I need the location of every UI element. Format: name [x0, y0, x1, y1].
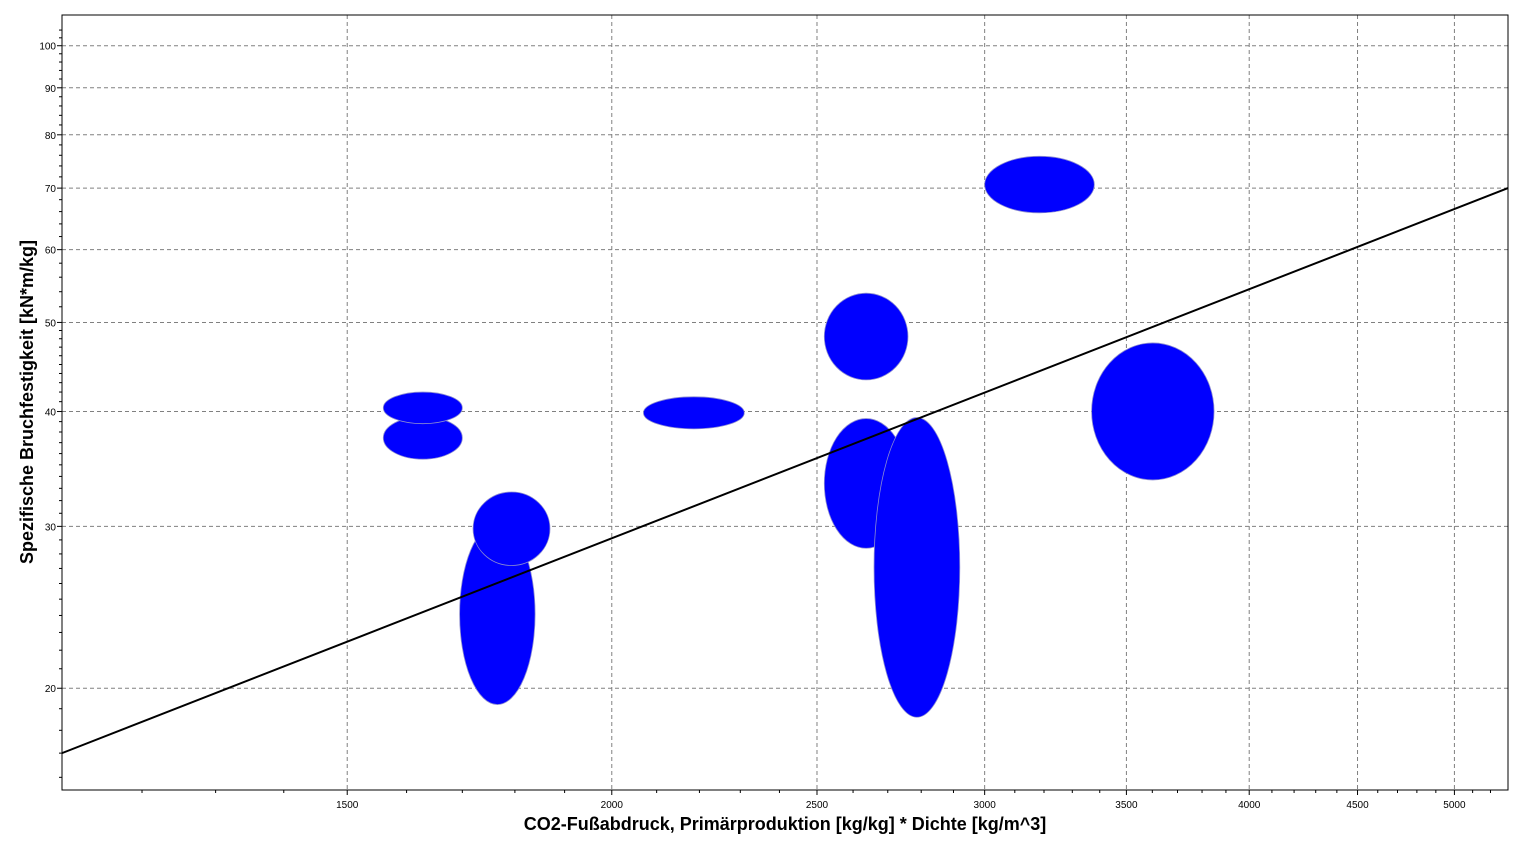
- x-tick-label: 5000: [1443, 800, 1466, 811]
- data-bubble: [643, 396, 745, 430]
- y-tick-label: 20: [45, 684, 57, 695]
- x-tick-label: 1500: [336, 800, 359, 811]
- data-bubble: [873, 417, 961, 718]
- x-tick-label: 4000: [1238, 800, 1261, 811]
- fit-line: [61, 187, 1509, 755]
- x-tick-label: 4500: [1346, 800, 1369, 811]
- y-tick-label: 100: [39, 42, 56, 53]
- y-tick-label: 50: [45, 318, 57, 329]
- y-axis-title: Spezifische Bruchfestigkeit [kN*m/kg]: [17, 240, 37, 564]
- grid: [62, 15, 1508, 790]
- x-tick-label: 2000: [601, 800, 624, 811]
- data-bubble: [984, 155, 1095, 214]
- y-tick-label: 90: [45, 84, 57, 95]
- x-axis-title: CO2-Fußabdruck, Primärproduktion [kg/kg]…: [524, 814, 1047, 834]
- y-tick-label: 80: [45, 131, 57, 142]
- y-tick-label: 40: [45, 408, 57, 419]
- axis-ticks: [57, 29, 1491, 795]
- x-tick-label: 3500: [1115, 800, 1138, 811]
- x-tick-label: 3000: [974, 800, 997, 811]
- y-tick-label: 30: [45, 522, 57, 533]
- data-bubble: [472, 491, 551, 566]
- x-tick-label: 2500: [806, 800, 829, 811]
- data-bubble: [823, 292, 909, 381]
- fit-line-layer: [61, 187, 1509, 755]
- data-bubble: [382, 391, 463, 425]
- data-bubble: [1091, 342, 1215, 481]
- y-tick-label: 70: [45, 184, 57, 195]
- plot-frame: [61, 14, 1509, 791]
- bubble-series: [382, 155, 1215, 718]
- y-tick-label: 60: [45, 246, 57, 257]
- tick-labels: 1500 2000 2500 3000 3500 4000 4500 5000 20 30 40 50…: [39, 42, 1466, 811]
